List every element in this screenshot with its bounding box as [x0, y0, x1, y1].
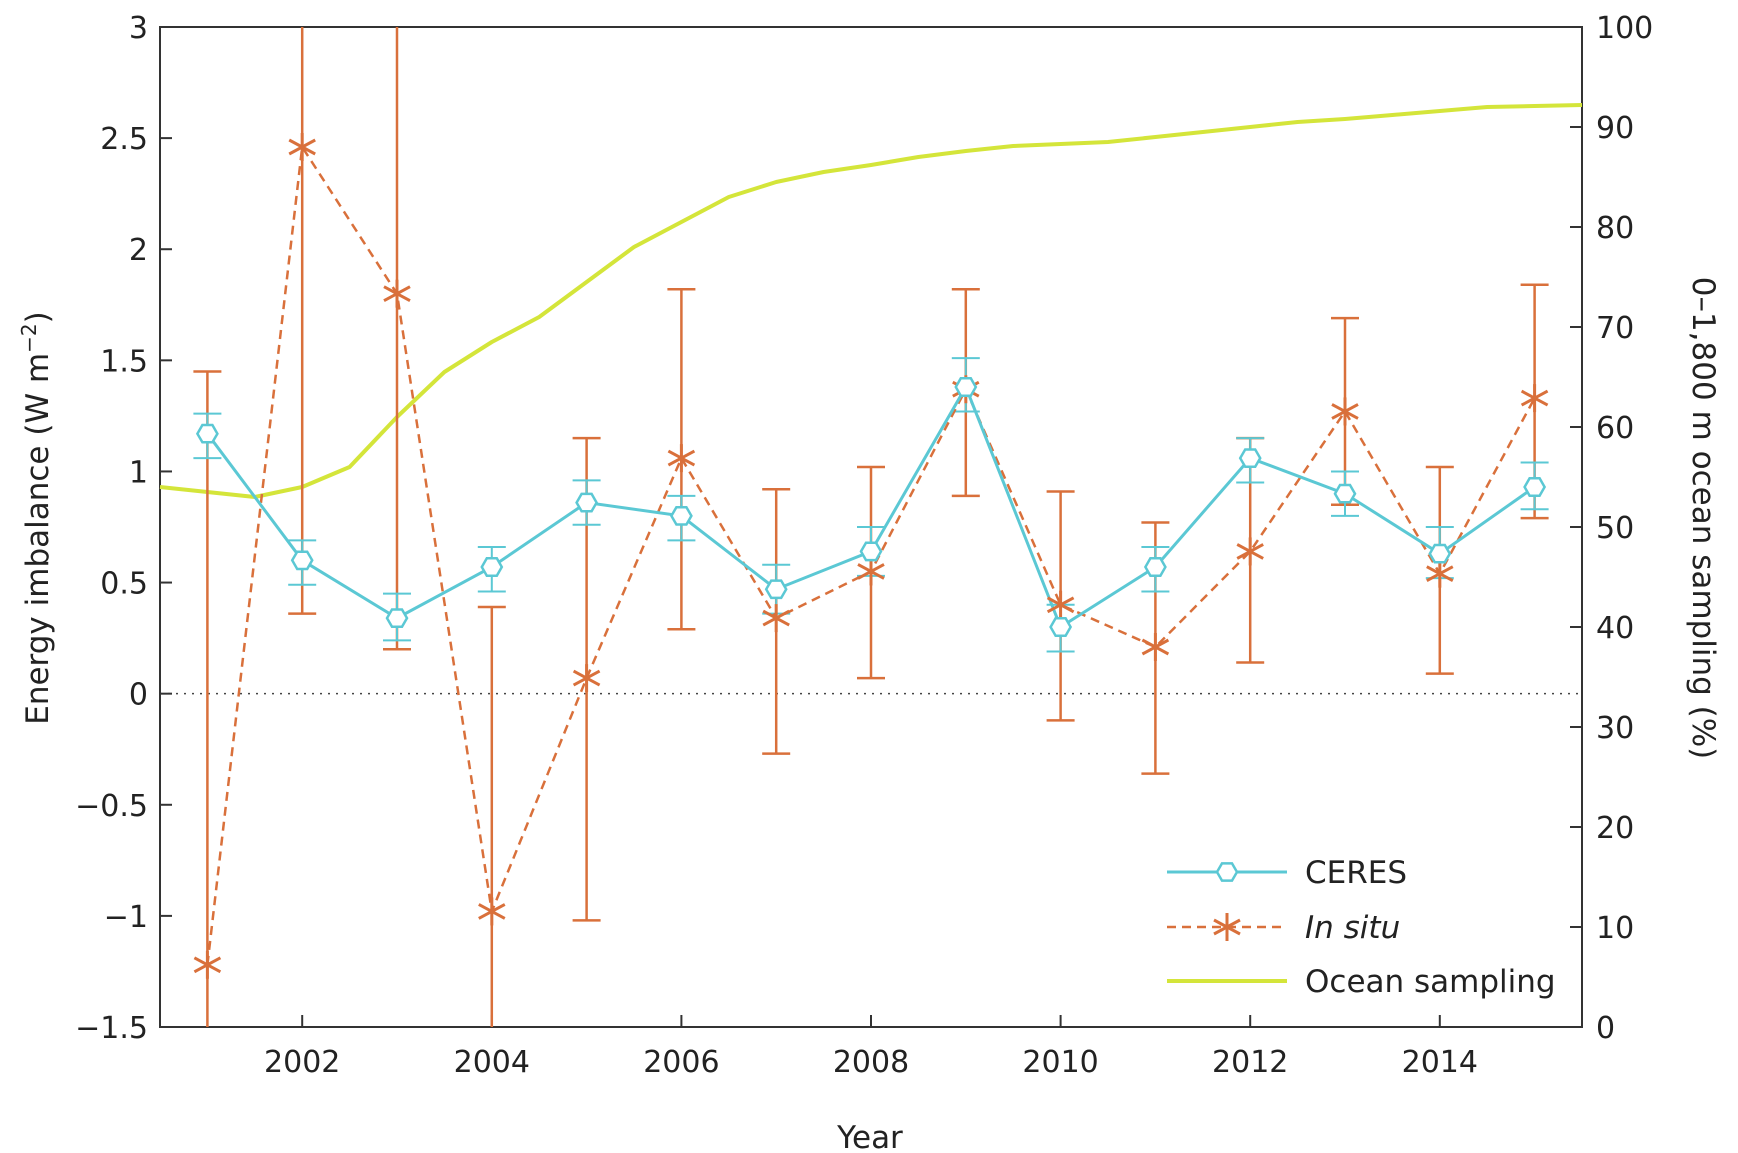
x-axis-title: Year — [836, 1120, 903, 1153]
ceres-point — [1333, 483, 1357, 504]
legend-ceres-marker — [1215, 862, 1239, 882]
ceres-point — [669, 505, 693, 526]
ceres-point — [1428, 543, 1452, 564]
x-tick-label: 2010 — [1022, 1045, 1098, 1080]
legend-ceres-label: CERES — [1305, 855, 1407, 891]
series-layer — [159, 27, 1583, 1027]
legend-ocean-label: Ocean sampling — [1305, 964, 1556, 1000]
x-tick-label: 2014 — [1402, 1045, 1478, 1080]
x-tick-label: 2004 — [454, 1045, 530, 1080]
y2-tick-label: 70 — [1596, 311, 1634, 346]
insitu-point — [1426, 559, 1454, 588]
legend-insitu-marker — [1213, 913, 1241, 941]
x-tick-label: 2012 — [1212, 1045, 1288, 1080]
x-tick-label: 2008 — [833, 1045, 909, 1080]
y-axis-title: Energy imbalance (W m−2) — [17, 311, 56, 725]
insitu-point — [383, 279, 411, 308]
y-axis-title-superscript: −2 — [17, 323, 41, 352]
y2-tick-label: 60 — [1596, 411, 1634, 446]
legend-insitu-label: In situ — [1305, 910, 1400, 946]
insitu-point — [193, 950, 222, 979]
y-tick-label: 0.5 — [100, 567, 148, 602]
ceres-point — [1143, 557, 1167, 577]
ceres-point — [575, 492, 599, 513]
insitu-point — [1046, 590, 1075, 619]
insitu-point — [857, 557, 885, 586]
insitu-point — [1141, 633, 1170, 661]
insitu-point — [1520, 384, 1549, 413]
insitu-point — [572, 664, 601, 693]
y2-tick-label: 50 — [1596, 511, 1634, 546]
ceres-point — [195, 423, 219, 444]
y-tick-label: −1.5 — [75, 1011, 148, 1046]
x-tick-label: 2002 — [264, 1045, 340, 1080]
y2-tick-label: 20 — [1596, 811, 1634, 846]
ceres-point — [480, 557, 504, 577]
ceres-point — [1238, 448, 1262, 469]
y-axis-title-end: ) — [20, 311, 56, 323]
y2-tick-label: 30 — [1596, 711, 1634, 746]
ceres-point — [385, 608, 409, 629]
ceres-point — [1049, 617, 1073, 637]
y-tick-label: 2 — [129, 233, 148, 268]
ceres-point — [954, 377, 978, 397]
y2-tick-label: 10 — [1596, 911, 1634, 946]
insitu-point — [478, 897, 506, 926]
ceres-point — [859, 541, 883, 562]
insitu-point — [667, 444, 696, 473]
ceres-point — [290, 550, 314, 571]
insitu-point — [1331, 397, 1359, 426]
y2-tick-label: 80 — [1596, 211, 1634, 246]
y2-tick-label: 40 — [1596, 611, 1634, 646]
y-tick-label: 0 — [129, 678, 148, 713]
insitu-point — [1236, 537, 1264, 566]
y-tick-label: −0.5 — [75, 789, 148, 824]
y2-tick-label: 90 — [1596, 111, 1634, 146]
y-tick-label: 2.5 — [100, 122, 148, 157]
y2-tick-label: 0 — [1596, 1011, 1615, 1046]
ceres-point — [764, 579, 788, 600]
insitu-point — [288, 133, 316, 161]
y-tick-label: 1 — [129, 455, 148, 490]
axes: −1.5−1−0.500.511.522.5301020304050607080… — [75, 11, 1653, 1080]
legend: CERES In situ Ocean sampling — [1167, 855, 1556, 1000]
y2-axis-title: 0–1,800 m ocean sampling (%) — [1685, 277, 1721, 760]
y-axis-title-main: Energy imbalance (W m — [20, 353, 56, 725]
y-tick-label: −1 — [104, 900, 148, 935]
y-tick-label: 1.5 — [100, 344, 148, 379]
insitu-point — [762, 604, 790, 633]
ocean-sampling-line — [159, 103, 1583, 499]
y2-tick-label: 100 — [1596, 11, 1653, 46]
y-tick-label: 3 — [129, 11, 148, 46]
x-tick-label: 2006 — [643, 1045, 719, 1080]
ceres-point — [1523, 477, 1547, 497]
